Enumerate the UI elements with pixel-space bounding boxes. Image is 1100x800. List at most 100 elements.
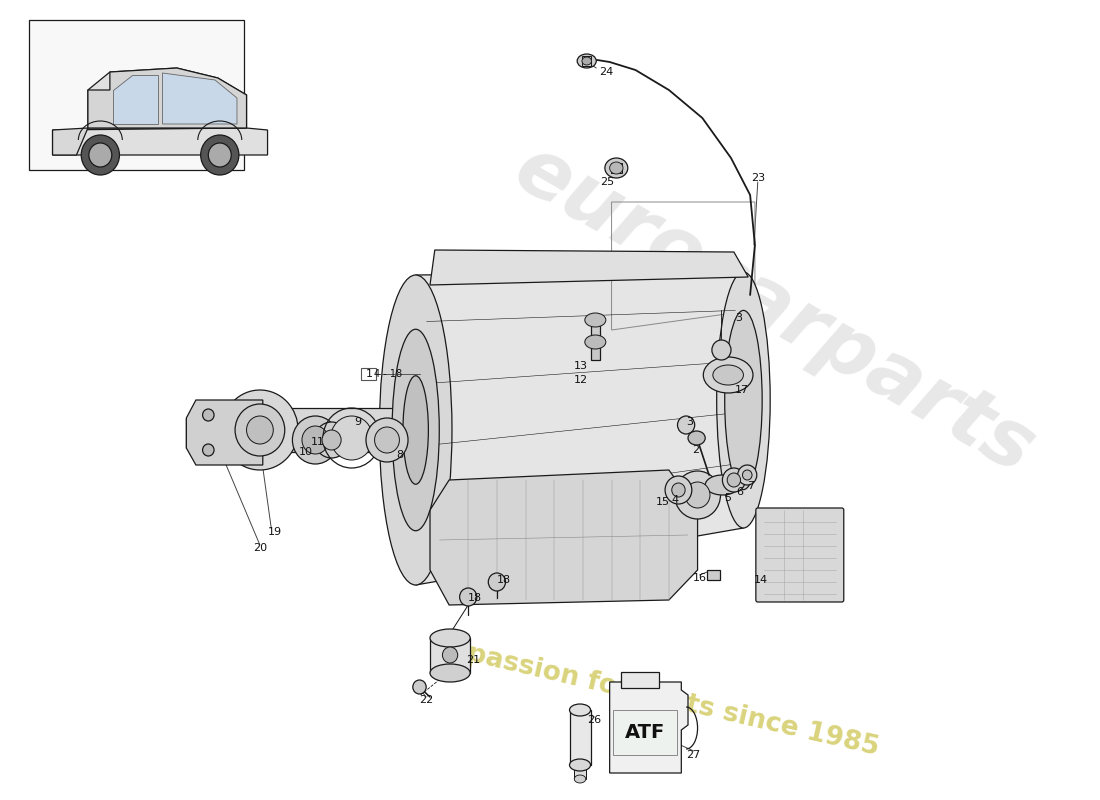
Ellipse shape [331, 416, 373, 460]
Polygon shape [53, 128, 88, 155]
Polygon shape [258, 408, 416, 452]
Ellipse shape [442, 647, 458, 663]
Text: 12: 12 [574, 375, 589, 385]
Ellipse shape [570, 704, 591, 716]
Text: 7: 7 [748, 481, 755, 491]
Circle shape [81, 135, 120, 175]
Text: 17: 17 [735, 385, 749, 395]
Ellipse shape [412, 680, 426, 694]
Bar [591, 320, 601, 339]
Ellipse shape [723, 468, 746, 492]
Text: 22: 22 [419, 695, 433, 705]
Ellipse shape [460, 588, 476, 606]
Text: eurocarparts: eurocarparts [500, 130, 1047, 490]
Text: 26: 26 [587, 715, 602, 725]
Ellipse shape [570, 759, 591, 771]
Ellipse shape [430, 629, 470, 647]
Bar [614, 710, 678, 755]
Ellipse shape [609, 162, 623, 174]
Ellipse shape [727, 473, 740, 487]
Text: 3: 3 [735, 313, 743, 323]
Ellipse shape [375, 427, 399, 453]
Ellipse shape [578, 54, 596, 68]
Ellipse shape [585, 335, 606, 349]
Ellipse shape [315, 422, 349, 458]
Text: 18: 18 [496, 575, 510, 585]
Text: 4: 4 [671, 495, 679, 505]
Bar [361, 368, 376, 380]
Text: 20: 20 [253, 543, 267, 553]
Text: 16: 16 [693, 573, 706, 583]
Text: 15: 15 [657, 497, 670, 507]
Text: 25: 25 [600, 177, 614, 187]
Bar [591, 342, 601, 360]
Ellipse shape [392, 330, 439, 530]
Text: 10: 10 [299, 447, 312, 457]
Ellipse shape [705, 475, 739, 495]
Circle shape [202, 409, 215, 421]
Polygon shape [88, 68, 246, 128]
Text: 18: 18 [468, 593, 482, 603]
Ellipse shape [488, 573, 506, 591]
Bar [574, 765, 586, 779]
Text: 4 - 18: 4 - 18 [374, 369, 401, 379]
Ellipse shape [674, 471, 720, 519]
Ellipse shape [678, 416, 695, 434]
Ellipse shape [725, 310, 762, 490]
Circle shape [208, 143, 231, 167]
Ellipse shape [222, 390, 298, 470]
Text: 6: 6 [736, 487, 744, 497]
Text: ATF: ATF [625, 723, 666, 742]
Polygon shape [186, 400, 263, 465]
Bar [707, 570, 721, 580]
Ellipse shape [366, 418, 408, 462]
Text: 23: 23 [750, 173, 764, 183]
Polygon shape [88, 68, 246, 128]
Circle shape [200, 135, 239, 175]
Text: 3: 3 [686, 417, 693, 427]
Text: 27: 27 [686, 750, 701, 760]
Text: 13: 13 [574, 361, 589, 371]
Ellipse shape [430, 664, 470, 682]
Text: 8: 8 [396, 450, 403, 460]
Ellipse shape [717, 272, 770, 528]
Ellipse shape [246, 416, 273, 444]
Polygon shape [430, 250, 748, 285]
Ellipse shape [685, 482, 710, 508]
Text: 2: 2 [692, 445, 700, 455]
Text: 21: 21 [466, 655, 480, 665]
Circle shape [89, 143, 112, 167]
Ellipse shape [379, 275, 452, 585]
Ellipse shape [605, 158, 628, 178]
Polygon shape [163, 73, 236, 124]
Text: 24: 24 [598, 67, 613, 77]
Ellipse shape [742, 470, 752, 480]
Text: a passion for parts since 1985: a passion for parts since 1985 [438, 635, 881, 761]
Ellipse shape [582, 57, 592, 65]
Ellipse shape [574, 775, 586, 783]
FancyBboxPatch shape [756, 508, 844, 602]
Polygon shape [609, 682, 688, 773]
Text: 5: 5 [725, 493, 732, 503]
Polygon shape [53, 128, 267, 155]
Bar [570, 710, 591, 765]
Ellipse shape [713, 365, 744, 385]
Ellipse shape [738, 465, 757, 485]
Bar [610, 163, 623, 173]
Bar [430, 638, 470, 673]
Ellipse shape [688, 431, 705, 445]
Text: 11: 11 [311, 437, 326, 447]
Bar [582, 56, 592, 66]
Ellipse shape [322, 430, 341, 450]
Ellipse shape [703, 357, 754, 393]
Ellipse shape [712, 340, 732, 360]
Bar [29, 20, 244, 170]
Bar [621, 672, 659, 688]
Ellipse shape [403, 376, 428, 484]
Polygon shape [416, 272, 744, 585]
Ellipse shape [672, 483, 685, 497]
Ellipse shape [235, 404, 285, 456]
Text: 1: 1 [365, 369, 372, 379]
Ellipse shape [585, 313, 606, 327]
Ellipse shape [666, 476, 692, 504]
